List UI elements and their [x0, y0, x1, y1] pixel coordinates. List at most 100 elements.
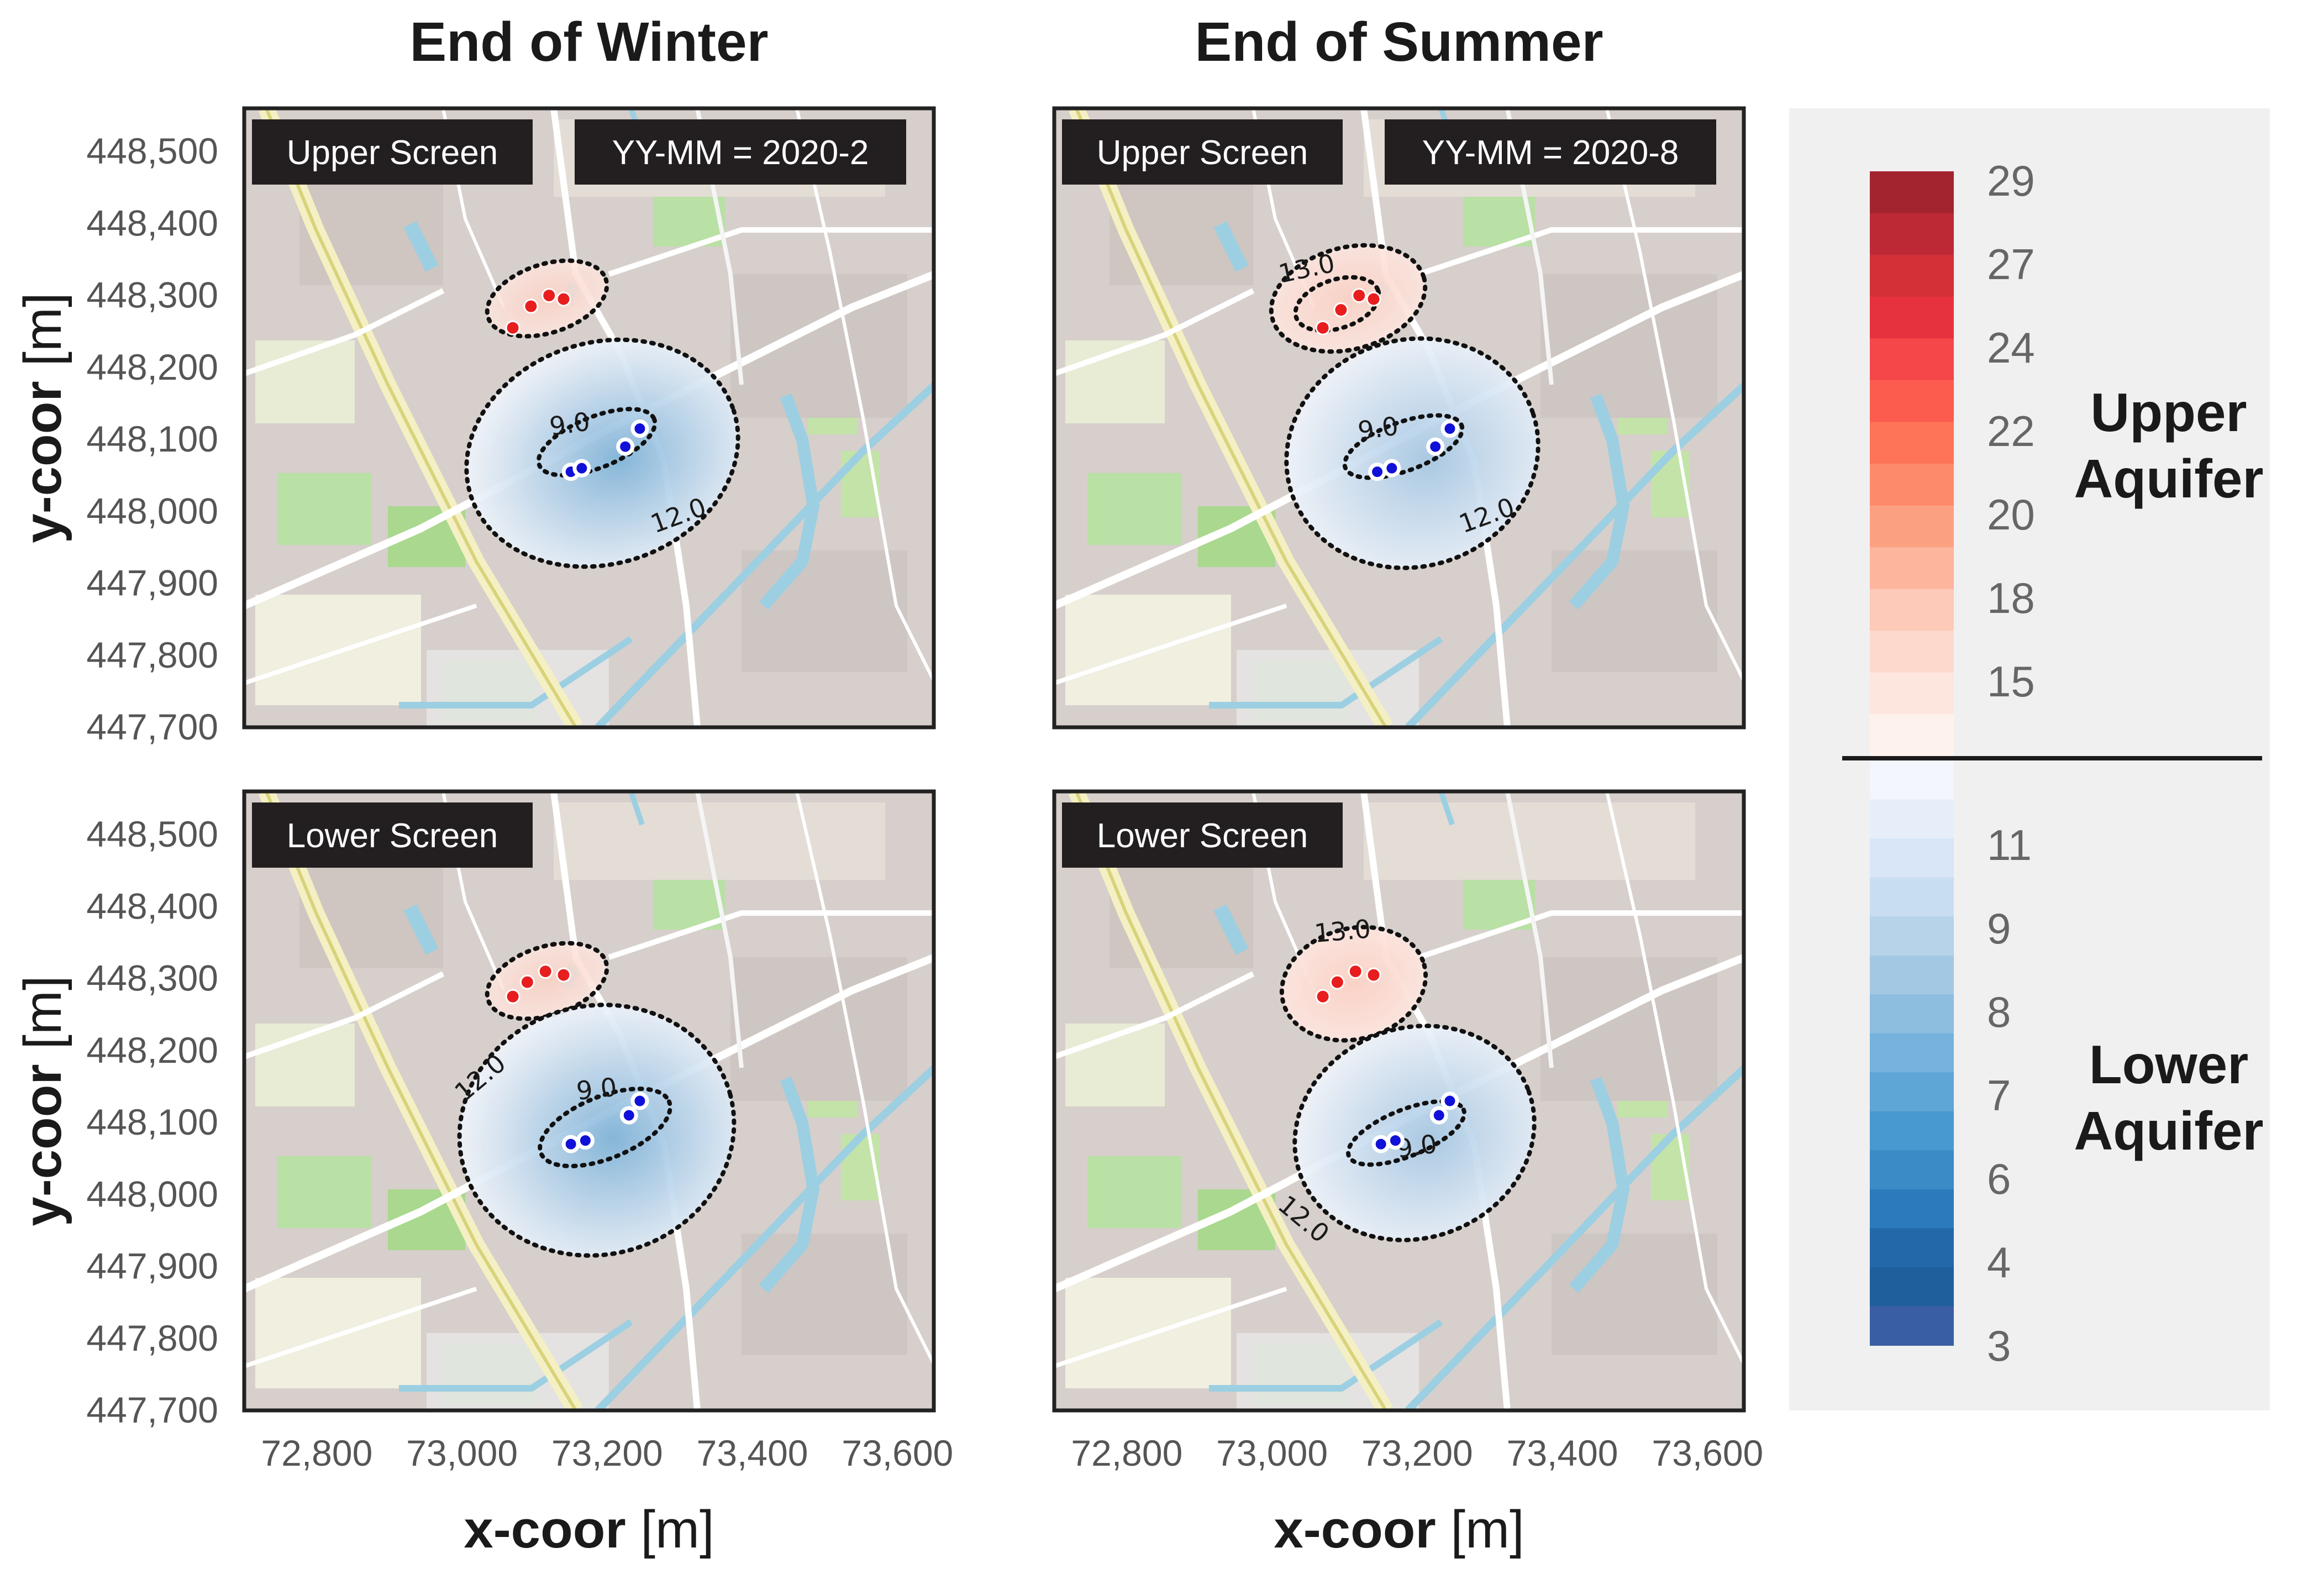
colorbar-tick-label: 4	[1987, 1238, 2011, 1287]
screen-label: Lower Screen	[1097, 817, 1308, 855]
cold-well-marker	[1371, 1135, 1390, 1153]
cold-well-marker	[616, 437, 635, 456]
y-tick-label: 447,700	[86, 706, 218, 747]
x-tick-labels-left: 72,800 73,000 73,200 73,400 73,600	[261, 1433, 953, 1473]
colorbar-tick-label: 27	[1987, 240, 2035, 288]
y-tick-label: 447,700	[86, 1389, 218, 1430]
colorbar-segment	[1870, 714, 1954, 757]
warm-well-marker	[1352, 288, 1367, 303]
colorbar-segment	[1870, 994, 1954, 1034]
cold-well-marker	[1386, 1131, 1405, 1150]
colorbar-segment	[1870, 799, 1954, 840]
colorbar-tick-label: 18	[1987, 574, 2035, 622]
colorbar-upper	[1870, 171, 1954, 757]
screen-label: Lower Screen	[287, 817, 498, 855]
colorbar-tick-label: 20	[1987, 490, 2035, 539]
x-tick-label: 73,200	[551, 1433, 663, 1473]
x-tick-labels-right: 72,800 73,000 73,200 73,400 73,600	[1071, 1433, 1763, 1473]
colorbar-segment	[1870, 1189, 1954, 1229]
contour-12	[457, 1003, 737, 1258]
colorbar-tick-label: 24	[1987, 323, 2035, 372]
warm-well-marker	[1315, 320, 1331, 335]
warm-well-marker	[538, 964, 553, 979]
colorbar-segment	[1870, 916, 1954, 956]
warm-well-marker	[1348, 964, 1363, 979]
column-title-winter: End of Winter	[409, 11, 768, 73]
colorbar-lower	[1870, 760, 1954, 1346]
contour-label: 9.0	[548, 406, 592, 442]
colorbar-segment	[1870, 213, 1954, 256]
y-tick-label: 448,100	[86, 418, 218, 459]
warm-well-marker	[1366, 291, 1381, 307]
cold-well-marker	[576, 1131, 595, 1150]
warm-well-marker	[1333, 302, 1349, 318]
colorbar-segment	[1870, 464, 1954, 506]
panel-upper-summer: 13.0 9.0 12.0 Upper Screen YY-MM = 2020-…	[1052, 106, 1746, 730]
colorbar-segment	[1870, 1033, 1954, 1073]
colorbar-segment	[1870, 838, 1954, 878]
y-tick-label: 448,400	[86, 885, 218, 926]
contour-label: 9.0	[1356, 411, 1400, 446]
cold-well-marker	[630, 1092, 649, 1110]
colorbar-tick-label: 29	[1987, 156, 2035, 205]
y-axis-title-bottom: y-coor [m]	[13, 975, 72, 1226]
colorbar-segment	[1870, 877, 1954, 917]
screen-label-badge	[252, 802, 533, 868]
colorbar-segment	[1870, 955, 1954, 995]
cold-plume	[1295, 1026, 1534, 1240]
colorbar-tick-label: 6	[1987, 1155, 2011, 1203]
colorbar-tick-label: 11	[1987, 821, 2032, 869]
panel-lower-summer: 13.0 9.0 12.0 Lower Screen	[1052, 789, 1746, 1413]
colorbar-segment	[1870, 380, 1954, 423]
y-tick-label: 448,200	[86, 1030, 218, 1071]
y-tick-label: 448,500	[86, 130, 218, 171]
colorbar-tick-label: 15	[1987, 657, 2035, 706]
y-tick-labels-top: 448,500 448,400 448,300 448,200 448,100 448,0…	[86, 130, 218, 747]
x-axis-title-right: x-coor [m]	[1274, 1500, 1524, 1559]
x-tick-label: 72,800	[261, 1433, 372, 1473]
warm-well-marker	[519, 974, 535, 990]
contour-9	[1342, 413, 1465, 480]
colorbar-tick-label: 9	[1987, 904, 2011, 953]
cold-well-marker	[1382, 459, 1401, 478]
panel-lower-winter: 12.0 9.0 Lower Screen	[242, 789, 936, 1413]
colorbar-segment	[1870, 1072, 1954, 1112]
x-tick-label: 73,200	[1361, 1433, 1473, 1473]
x-tick-label: 73,000	[406, 1433, 518, 1473]
x-tick-label: 73,400	[1507, 1433, 1618, 1473]
y-tick-label: 447,800	[86, 1318, 218, 1358]
x-axis-title-left: x-coor [m]	[464, 1500, 714, 1559]
x-tick-label: 73,600	[1652, 1433, 1763, 1473]
cold-well-marker	[1426, 437, 1445, 456]
cold-well-marker	[1440, 1092, 1459, 1110]
colorbar-segment	[1870, 1111, 1954, 1151]
colorbar-legend: 29 27 24 22 20 18 15 11 9 8 7 6 4 3 Upper Aquifer Lo…	[1789, 108, 2270, 1410]
panel-upper-winter: 9.0 12.0 Upper Screen YY-MM = 2020-2	[242, 106, 936, 730]
warm-well-marker	[1315, 989, 1331, 1004]
warm-well-marker	[541, 288, 557, 303]
y-tick-label: 448,000	[86, 1173, 218, 1214]
screen-label-badge	[252, 119, 533, 185]
y-tick-label: 448,100	[86, 1101, 218, 1142]
y-tick-label: 447,900	[86, 1246, 218, 1287]
contour-12	[1292, 1024, 1537, 1242]
colorbar-lower-title-2: Aquifer	[2074, 1100, 2264, 1161]
y-tick-label: 447,900	[86, 563, 218, 604]
colorbar-segment	[1870, 171, 1954, 214]
colorbar-segment	[1870, 631, 1954, 673]
y-tick-label: 447,800	[86, 634, 218, 675]
warm-well-marker	[556, 967, 571, 983]
colorbar-tick-label: 22	[1987, 407, 2035, 455]
warm-plume	[1281, 927, 1426, 1041]
cold-well-marker	[1440, 419, 1459, 438]
screen-label-badge	[1062, 802, 1343, 868]
y-tick-label: 448,000	[86, 490, 218, 531]
y-axis-title-top: y-coor [m]	[13, 292, 72, 543]
contour-label: 9.0	[575, 1072, 618, 1106]
warm-plume	[1271, 245, 1426, 352]
warm-well-marker	[523, 298, 539, 314]
cold-well-marker	[572, 459, 591, 478]
colorbar-segment	[1870, 505, 1954, 548]
cold-plume	[466, 339, 738, 567]
warm-well-marker	[1366, 967, 1381, 983]
